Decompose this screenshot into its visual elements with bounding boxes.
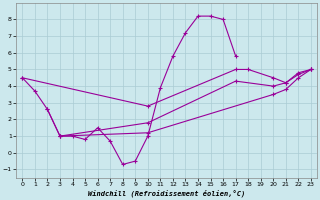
X-axis label: Windchill (Refroidissement éolien,°C): Windchill (Refroidissement éolien,°C) (88, 190, 245, 197)
